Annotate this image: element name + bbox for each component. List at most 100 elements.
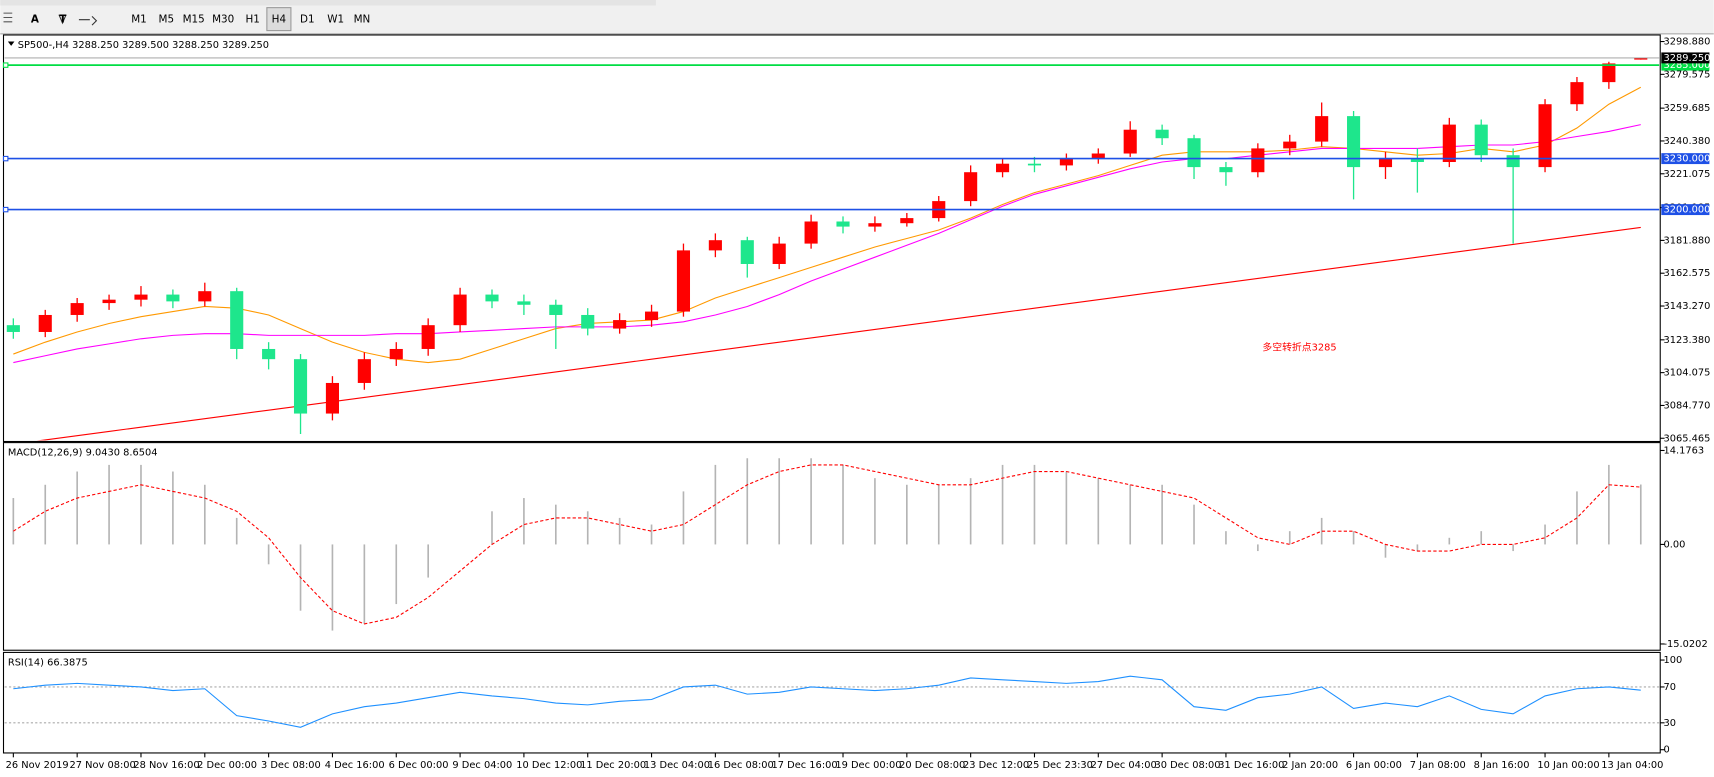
timeframe-button[interactable]: M15 [183, 14, 205, 26]
y-tick-label: 3221.075 [1664, 169, 1711, 180]
y-tick-label: -15.0202 [1664, 639, 1708, 650]
candle-body [293, 359, 308, 414]
timeframe-button[interactable]: M5 [159, 14, 175, 26]
panel-title: MACD(12,26,9) 9.0430 8.6504 [8, 447, 158, 458]
level-price-box [1661, 204, 1710, 216]
x-tick-label: 3 Dec 08:00 [261, 760, 321, 771]
top-strip [0, 0, 656, 6]
candle-body [1347, 116, 1361, 168]
annotation: 多空转折点3285 [1262, 341, 1336, 354]
candle-body [38, 314, 52, 332]
x-tick-label: 13 Dec 04:00 [644, 760, 710, 771]
y-tick-label: 3084.770 [1664, 400, 1711, 411]
x-tick-label: 2 Jan 20:00 [1282, 760, 1338, 771]
candle-body [6, 325, 20, 332]
moving-average [13, 124, 1641, 364]
timeframe-button[interactable]: M30 [212, 14, 234, 26]
level-price-label: 3285.000 [1664, 60, 1711, 71]
x-tick-label: 2 Dec 00:00 [197, 760, 257, 771]
x-tick-label: 25 Dec 23:30 [1027, 760, 1093, 771]
tool-button[interactable]: A [31, 14, 39, 26]
candle-body [166, 294, 180, 302]
x-tick-label: 7 Jan 08:00 [1410, 760, 1466, 771]
level-handle[interactable] [2, 155, 9, 162]
y-tick-label: 70 [1664, 682, 1677, 693]
panel-frame [2, 442, 1661, 651]
timeframe-button[interactable]: H4 [272, 14, 287, 26]
candle-body [1027, 163, 1042, 166]
x-tick-label: 8 Jan 16:00 [1474, 760, 1530, 771]
candle-body [964, 172, 978, 202]
timeframe-button[interactable]: D1 [300, 14, 315, 26]
x-tick-label: 10 Jan 00:00 [1537, 760, 1599, 771]
y-tick-label: 0.00 [1664, 539, 1686, 550]
y-tick-label: 0 [1664, 745, 1670, 756]
candle-body [1091, 153, 1105, 159]
candle-body [1506, 155, 1520, 168]
y-tick-label: 3240.380 [1664, 136, 1711, 147]
candle-body [1634, 57, 1648, 60]
candle-body [70, 303, 84, 315]
x-tick-label: 23 Dec 12:00 [963, 760, 1029, 771]
candle-body [485, 294, 499, 302]
candle-body [1538, 104, 1552, 168]
y-tick-label: 3259.685 [1664, 103, 1711, 114]
x-tick-label: 28 Nov 16:00 [133, 760, 199, 771]
level-price-label: 3230.000 [1664, 154, 1711, 165]
candle-body [1570, 82, 1584, 105]
last-price-box [1661, 52, 1710, 64]
rsi-line [13, 675, 1641, 728]
y-tick-label: 3123.380 [1664, 335, 1711, 346]
collapse-arrow [7, 41, 15, 46]
y-tick-label: 3104.075 [1664, 368, 1711, 379]
timeframe-button[interactable]: M1 [131, 14, 147, 26]
y-tick-label: 14.1763 [1664, 445, 1705, 456]
candle-body [1378, 158, 1393, 168]
candle-body [804, 221, 818, 244]
y-tick-label: 3162.575 [1664, 268, 1711, 279]
candle-body [1442, 124, 1456, 163]
menu-icon[interactable] [3, 12, 13, 23]
candle-body [900, 218, 914, 224]
timeframe-active [266, 7, 292, 32]
candle-body [1410, 158, 1424, 163]
x-tick-label: 16 Dec 08:00 [708, 760, 774, 771]
level-price-box [1661, 153, 1710, 165]
tool-button[interactable]: T [59, 14, 67, 26]
x-tick-label: 6 Dec 00:00 [389, 760, 449, 771]
candle-body [581, 314, 595, 329]
x-tick-label: 27 Dec 04:00 [1091, 760, 1157, 771]
candle-body [613, 320, 627, 329]
panel-frame [2, 651, 1661, 754]
candle-body [676, 250, 691, 312]
moving-average [37, 226, 1641, 441]
candle-body [740, 240, 754, 264]
candle-body [517, 301, 531, 305]
timeframe-button[interactable]: H1 [245, 14, 259, 26]
level-handle[interactable] [2, 62, 9, 68]
candle-body [1602, 63, 1616, 83]
level-handle[interactable] [2, 206, 9, 213]
draw-tool-icons[interactable] [58, 14, 98, 26]
timeframe-button[interactable]: MN [354, 14, 371, 26]
candle-body [1315, 116, 1329, 142]
moving-average [13, 86, 1642, 364]
x-tick-label: 17 Dec 16:00 [772, 760, 838, 771]
macd-signal [13, 464, 1641, 625]
x-tick-label: 11 Dec 20:00 [580, 760, 646, 771]
candle-body [453, 294, 467, 326]
candle-body [644, 311, 659, 321]
candle-body [1474, 124, 1488, 156]
y-tick-label: 3065.465 [1664, 433, 1711, 444]
candle-body [421, 325, 435, 349]
candle-body [549, 304, 563, 315]
timeframe-button[interactable]: W1 [327, 14, 344, 26]
y-tick-label: 30 [1664, 718, 1677, 729]
panel-frame [2, 34, 1661, 443]
candle-body [1059, 158, 1073, 166]
panel-title: RSI(14) 66.3875 [8, 657, 88, 668]
candle-body [325, 382, 339, 414]
y-tick-label: 100 [1664, 655, 1683, 666]
